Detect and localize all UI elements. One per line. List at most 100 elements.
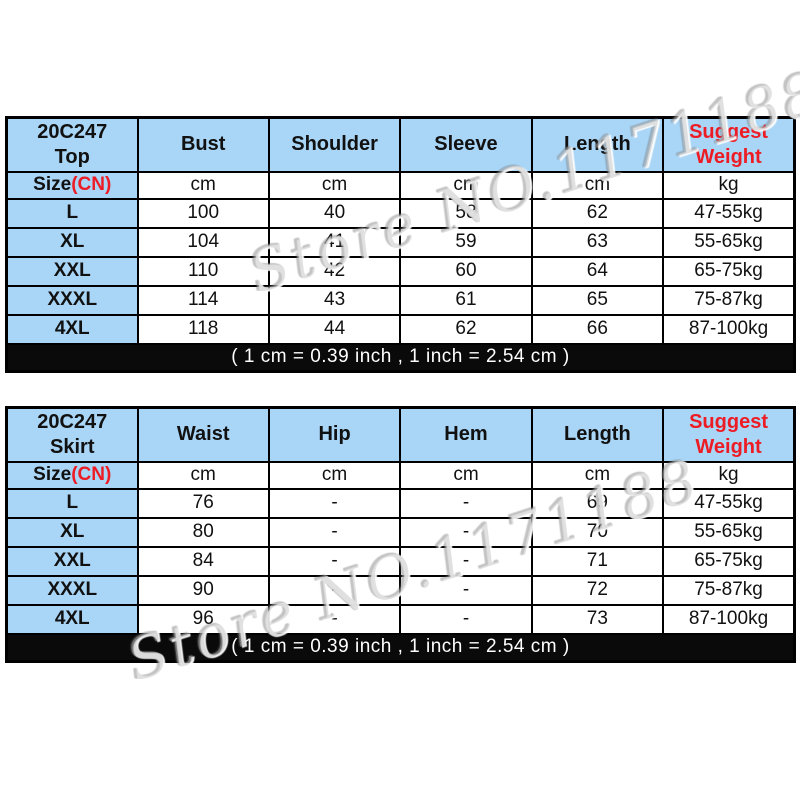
column-header-suggest-weight: Suggest Weight: [662, 116, 796, 173]
size-cell: 4XL: [5, 313, 139, 345]
unit-cell: cm: [267, 170, 402, 200]
weight-cell: 55-65kg: [662, 516, 796, 548]
value-cell: 43: [267, 284, 402, 316]
value-cell: 96: [136, 603, 270, 635]
value-cell: 110: [136, 255, 270, 287]
value-cell: 66: [530, 313, 665, 345]
value-cell: -: [399, 487, 533, 519]
conversion-note: ( 1 cm = 0.39 inch , 1 inch = 2.54 cm ): [5, 632, 796, 663]
table-row: 4XL 96 - - 73 87-100kg: [5, 603, 796, 635]
column-header-shoulder: Shoulder: [267, 116, 402, 173]
column-header-waist: Waist: [136, 406, 270, 463]
column-header-sleeve: Sleeve: [399, 116, 533, 173]
unit-cell-kg: kg: [662, 170, 796, 200]
size-cell: XL: [5, 226, 139, 258]
value-cell: 65: [530, 284, 665, 316]
size-header-cell: Size(CN): [5, 460, 139, 490]
size-cell: L: [5, 197, 139, 229]
value-cell: 60: [399, 255, 533, 287]
weight-cell: 55-65kg: [662, 226, 796, 258]
value-cell: 41: [267, 226, 402, 258]
table-row: 4XL 118 44 62 66 87-100kg: [5, 313, 796, 345]
unit-cell: cm: [530, 460, 665, 490]
value-cell: 76: [136, 487, 270, 519]
value-cell: 63: [530, 226, 665, 258]
table-row-note: ( 1 cm = 0.39 inch , 1 inch = 2.54 cm ): [5, 632, 796, 663]
column-header-bust: Bust: [136, 116, 270, 173]
product-code: 20C247: [37, 120, 108, 143]
size-header-cn: (CN): [71, 174, 112, 195]
product-type: Top: [54, 145, 90, 168]
size-cell: XXXL: [5, 284, 139, 316]
value-cell: 71: [530, 545, 665, 577]
value-cell: 58: [399, 197, 533, 229]
value-cell: 61: [399, 284, 533, 316]
weight-cell: 75-87kg: [662, 574, 796, 606]
column-header-hem: Hem: [399, 406, 533, 463]
value-cell: -: [399, 603, 533, 635]
unit-cell: cm: [267, 460, 402, 490]
value-cell: 69: [530, 487, 665, 519]
table-row: 20C247 Top Bust Shoulder Sleeve Length S…: [5, 116, 796, 173]
value-cell: 118: [136, 313, 270, 345]
table-row-units: Size(CN) cm cm cm cm kg: [5, 170, 796, 200]
weight-cell: 75-87kg: [662, 284, 796, 316]
table-row: XL 104 41 59 63 55-65kg: [5, 226, 796, 258]
column-header-length: Length: [530, 116, 665, 173]
table-row: XL 80 - - 70 55-65kg: [5, 516, 796, 548]
size-cell: XL: [5, 516, 139, 548]
conversion-note: ( 1 cm = 0.39 inch , 1 inch = 2.54 cm ): [5, 342, 796, 373]
value-cell: -: [267, 516, 402, 548]
value-cell: -: [399, 574, 533, 606]
table-row: L 76 - - 69 47-55kg: [5, 487, 796, 519]
table-title: 20C247 Top: [5, 116, 139, 173]
table-row-units: Size(CN) cm cm cm cm kg: [5, 460, 796, 490]
column-header-suggest-weight: Suggest Weight: [662, 406, 796, 463]
table-row: XXXL 90 - - 72 75-87kg: [5, 574, 796, 606]
weight-cell: 65-75kg: [662, 255, 796, 287]
product-code: 20C247: [37, 410, 108, 433]
value-cell: 73: [530, 603, 665, 635]
weight-cell: 47-55kg: [662, 487, 796, 519]
weight-cell: 87-100kg: [662, 603, 796, 635]
table-row: XXXL 114 43 61 65 75-87kg: [5, 284, 796, 316]
product-type: Skirt: [50, 435, 95, 458]
value-cell: -: [399, 516, 533, 548]
value-cell: 80: [136, 516, 270, 548]
column-header-hip: Hip: [267, 406, 402, 463]
value-cell: 100: [136, 197, 270, 229]
unit-cell: cm: [136, 460, 270, 490]
unit-cell-kg: kg: [662, 460, 796, 490]
value-cell: -: [267, 603, 402, 635]
value-cell: 40: [267, 197, 402, 229]
size-chart-table-top: 20C247 Top Bust Shoulder Sleeve Length S…: [5, 116, 796, 373]
unit-cell: cm: [399, 170, 533, 200]
column-header-length: Length: [530, 406, 665, 463]
value-cell: 42: [267, 255, 402, 287]
table-row-note: ( 1 cm = 0.39 inch , 1 inch = 2.54 cm ): [5, 342, 796, 373]
value-cell: 84: [136, 545, 270, 577]
size-header-cell: Size(CN): [5, 170, 139, 200]
size-cell: XXL: [5, 255, 139, 287]
value-cell: 44: [267, 313, 402, 345]
size-cell: L: [5, 487, 139, 519]
value-cell: 70: [530, 516, 665, 548]
value-cell: 59: [399, 226, 533, 258]
value-cell: 64: [530, 255, 665, 287]
unit-cell: cm: [136, 170, 270, 200]
value-cell: -: [399, 545, 533, 577]
table-row: XXL 84 - - 71 65-75kg: [5, 545, 796, 577]
value-cell: 114: [136, 284, 270, 316]
value-cell: -: [267, 574, 402, 606]
value-cell: 72: [530, 574, 665, 606]
value-cell: -: [267, 545, 402, 577]
value-cell: 62: [399, 313, 533, 345]
weight-cell: 65-75kg: [662, 545, 796, 577]
weight-cell: 87-100kg: [662, 313, 796, 345]
unit-cell: cm: [399, 460, 533, 490]
unit-cell: cm: [530, 170, 665, 200]
size-cell: XXL: [5, 545, 139, 577]
size-header-cn: (CN): [71, 464, 112, 485]
value-cell: 104: [136, 226, 270, 258]
value-cell: -: [267, 487, 402, 519]
